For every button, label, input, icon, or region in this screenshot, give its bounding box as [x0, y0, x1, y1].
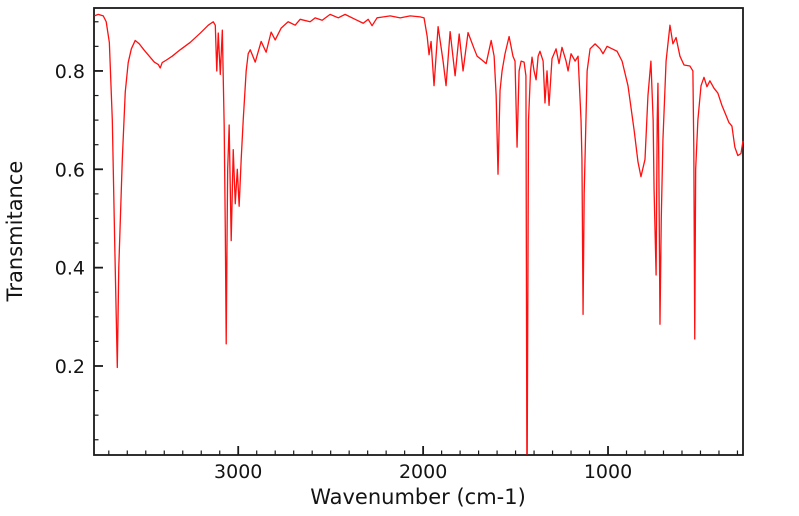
y-tick-label: 0.6: [55, 159, 85, 181]
x-tick-label: 2000: [399, 461, 447, 483]
axis-tick-labels: 3000 2000 1000 0.2 0.4 0.6 0.8: [55, 61, 632, 483]
y-axis-label: Transmitance: [3, 161, 27, 303]
spectrum-line: [94, 13, 744, 455]
plot-frame: [93, 7, 744, 456]
axis-ticks: [94, 21, 739, 455]
y-tick-label: 0.8: [55, 61, 85, 83]
x-tick-label: 3000: [214, 461, 262, 483]
x-tick-label: 1000: [584, 461, 632, 483]
x-axis-label: Wavenumber (cm-1): [310, 485, 526, 509]
y-tick-label: 0.4: [55, 258, 85, 280]
spectrum-series: [94, 13, 744, 455]
y-tick-label: 0.2: [55, 356, 85, 378]
